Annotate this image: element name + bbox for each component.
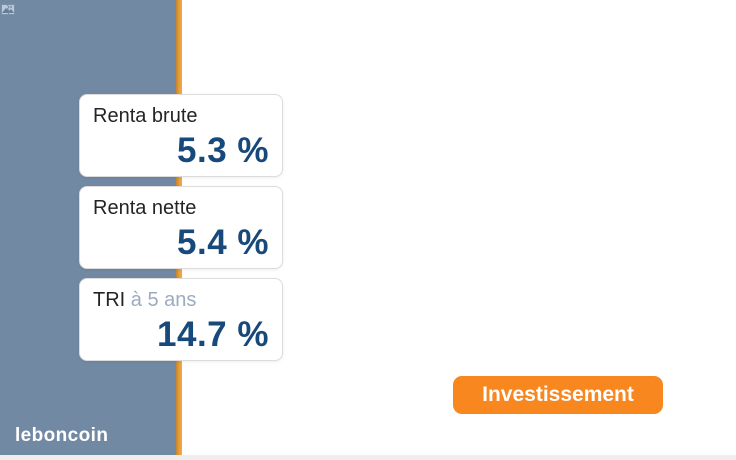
stat-card-renta-nette: Renta nette 5.4 % bbox=[79, 186, 283, 269]
stat-card-renta-brute: Renta brute 5.3 % bbox=[79, 94, 283, 177]
stat-label-suffix: à 5 ans bbox=[125, 289, 197, 311]
investissement-button[interactable]: Investissement bbox=[453, 376, 663, 414]
stat-label-text: TRI bbox=[93, 289, 126, 311]
stat-value: 14.7 % bbox=[157, 315, 269, 354]
bottom-strip bbox=[0, 455, 736, 460]
stat-card-tri: TRI à 5 ans 14.7 % bbox=[79, 278, 283, 361]
stat-label: Renta brute bbox=[93, 106, 269, 127]
stat-label: TRI à 5 ans bbox=[93, 290, 269, 311]
stat-label-text: Renta brute bbox=[93, 105, 198, 127]
stat-value: 5.3 % bbox=[177, 131, 269, 170]
broken-image-icon bbox=[1, 4, 15, 15]
stat-label-text: Renta nette bbox=[93, 197, 197, 219]
stat-label: Renta nette bbox=[93, 198, 269, 219]
leboncoin-logo: leboncoin bbox=[15, 425, 109, 446]
stat-cards: Renta brute 5.3 % Renta nette 5.4 % TRI … bbox=[79, 94, 283, 361]
stat-value: 5.4 % bbox=[177, 223, 269, 262]
